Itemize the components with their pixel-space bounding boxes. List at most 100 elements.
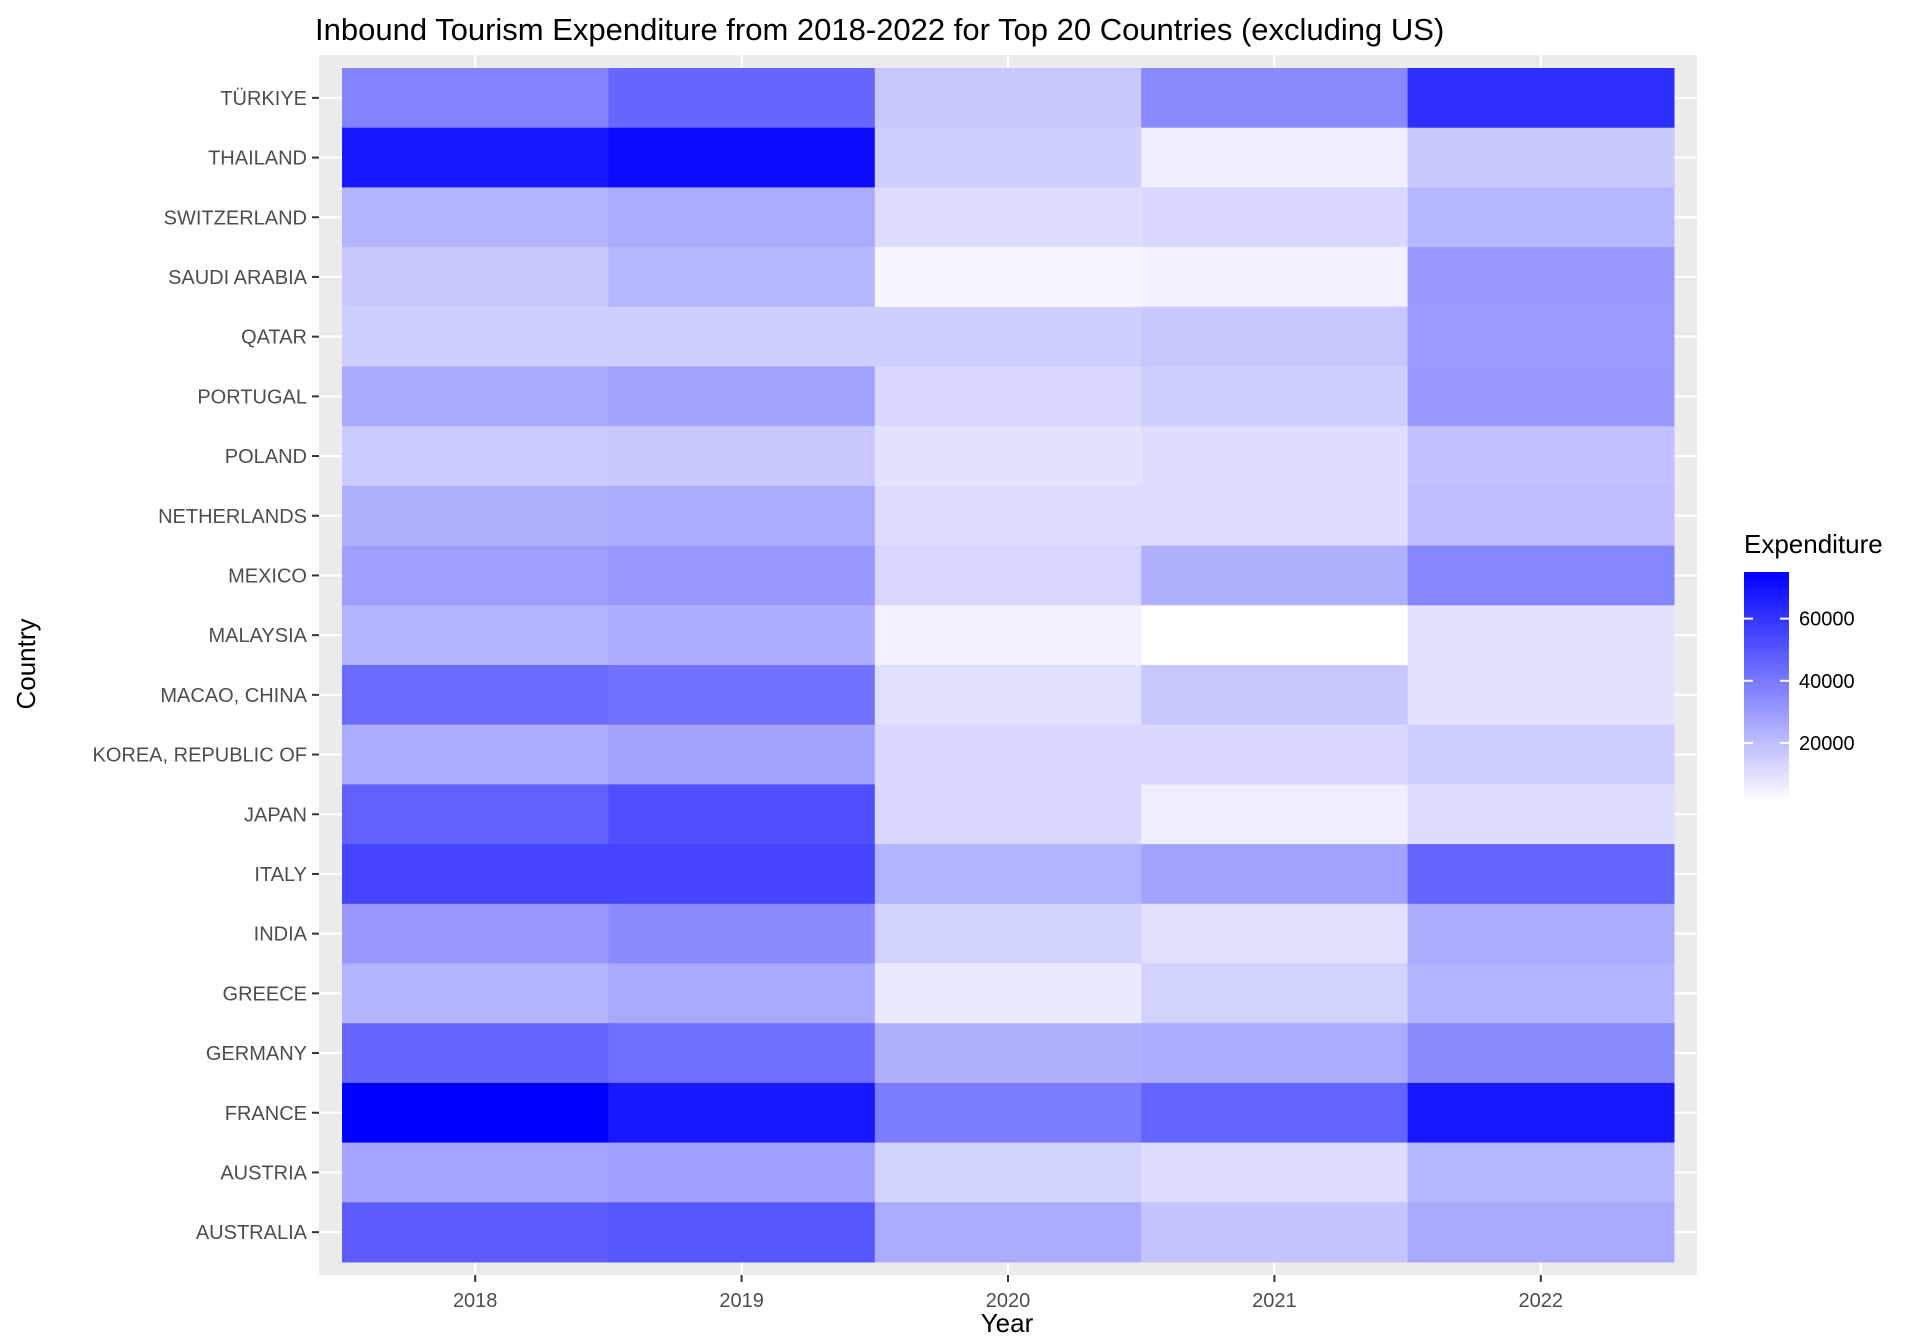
- heatmap-cells: [342, 68, 1675, 1263]
- heatmap-cell: [608, 306, 876, 367]
- x-tick-label: 2020: [986, 1290, 1031, 1312]
- heatmap-cell: [1407, 426, 1675, 487]
- heatmap-cell: [1407, 545, 1675, 606]
- heatmap-cell: [342, 844, 609, 905]
- heatmap-cell: [608, 844, 876, 905]
- heatmap-cell: [1141, 545, 1409, 606]
- heatmap-cell: [1407, 247, 1675, 308]
- heatmap-cell: [874, 963, 1142, 1024]
- heatmap-cell: [874, 1082, 1142, 1144]
- heatmap-cell: [608, 1082, 876, 1144]
- heatmap-cell: [1141, 426, 1409, 487]
- heatmap-cell: [1141, 784, 1409, 845]
- x-tick-label: 2022: [1519, 1290, 1564, 1312]
- heatmap-cell: [342, 724, 609, 785]
- heatmap-cell: [608, 127, 876, 188]
- x-axis-title: Year: [981, 1308, 1034, 1338]
- heatmap-cell: [1141, 127, 1409, 188]
- heatmap-cell: [1141, 187, 1409, 248]
- y-tick-label: QATAR: [241, 327, 307, 349]
- heatmap-cell: [342, 306, 609, 367]
- y-tick-label: SAUDI ARABIA: [168, 267, 308, 289]
- heatmap-cell: [342, 1142, 609, 1203]
- y-tick-label: MACAO, CHINA: [160, 685, 307, 707]
- y-tick-label: MALAYSIA: [208, 625, 307, 647]
- heatmap-cell: [342, 485, 609, 547]
- x-tick-label: 2019: [719, 1290, 764, 1312]
- heatmap-cell: [1141, 68, 1409, 129]
- heatmap-cell: [874, 247, 1142, 308]
- heatmap-cell: [342, 903, 609, 964]
- heatmap-cell: [1407, 127, 1675, 188]
- y-tick-label: NETHERLANDS: [158, 506, 307, 528]
- y-tick-label: SWITZERLAND: [164, 207, 307, 229]
- legend-tick-label: 60000: [1799, 609, 1855, 631]
- heatmap-cell: [342, 1023, 609, 1084]
- heatmap-cell: [342, 127, 609, 188]
- heatmap-cell: [608, 545, 876, 606]
- heatmap-cell: [608, 68, 876, 129]
- heatmap-cell: [608, 665, 876, 726]
- heatmap-cell: [1141, 1142, 1409, 1203]
- heatmap-cell: [874, 605, 1142, 666]
- heatmap-cell: [1407, 1023, 1675, 1084]
- heatmap-cell: [1407, 1082, 1675, 1144]
- heatmap-cell: [608, 247, 876, 308]
- heatmap-cell: [1141, 963, 1409, 1024]
- heatmap-cell: [1141, 1202, 1409, 1263]
- heatmap-cell: [608, 366, 876, 427]
- heatmap-cell: [874, 784, 1142, 845]
- x-tick-label: 2018: [453, 1290, 498, 1312]
- heatmap-cell: [1141, 844, 1409, 905]
- heatmap-cell: [342, 1202, 609, 1263]
- heatmap-cell: [342, 605, 609, 666]
- heatmap-cell: [1407, 844, 1675, 905]
- heatmap-cell: [342, 784, 609, 845]
- heatmap-cell: [874, 724, 1142, 785]
- legend: Expenditure 20000 40000 60000: [1744, 529, 1883, 802]
- heatmap-cell: [1407, 187, 1675, 248]
- y-tick-label: PORTUGAL: [197, 386, 307, 408]
- heatmap-cell: [608, 1142, 876, 1203]
- heatmap-cell: [608, 724, 876, 785]
- heatmap-cell: [342, 963, 609, 1024]
- heatmap-cell: [874, 1142, 1142, 1203]
- heatmap-cell: [608, 485, 876, 547]
- heatmap-cell: [1407, 724, 1675, 785]
- heatmap-cell: [1407, 68, 1675, 129]
- heatmap-cell: [608, 426, 876, 487]
- heatmap-cell: [874, 665, 1142, 726]
- heatmap-cell: [1141, 665, 1409, 726]
- heatmap-cell: [608, 903, 876, 964]
- heatmap-cell: [874, 485, 1142, 547]
- heatmap-cell: [342, 366, 609, 427]
- heatmap-cell: [1407, 1142, 1675, 1203]
- heatmap-cell: [1407, 784, 1675, 845]
- heatmap-cell: [608, 187, 876, 248]
- y-tick-label: AUSTRALIA: [196, 1222, 308, 1244]
- heatmap-cell: [608, 784, 876, 845]
- heatmap-cell: [342, 68, 609, 129]
- y-tick-label: GERMANY: [206, 1043, 307, 1065]
- legend-tick-label: 20000: [1799, 733, 1855, 755]
- y-tick-label: TÜRKIYE: [220, 88, 307, 110]
- heatmap-cell: [1407, 963, 1675, 1024]
- heatmap-cell: [342, 545, 609, 606]
- y-tick-label: THAILAND: [208, 148, 307, 170]
- heatmap-cell: [874, 366, 1142, 427]
- heatmap-cell: [1141, 605, 1409, 666]
- heatmap-cell: [342, 187, 609, 248]
- heatmap-cell: [1141, 1023, 1409, 1084]
- y-tick-label: POLAND: [225, 446, 307, 468]
- x-tick-label: 2021: [1252, 1290, 1297, 1312]
- heatmap-cell: [342, 665, 609, 726]
- heatmap-cell: [1407, 665, 1675, 726]
- y-axis-title: Country: [11, 618, 41, 709]
- heatmap-cell: [1407, 1202, 1675, 1263]
- heatmap-cell: [342, 426, 609, 487]
- y-tick-label: GREECE: [223, 983, 307, 1005]
- heatmap-cell: [1141, 306, 1409, 367]
- heatmap-cell: [874, 127, 1142, 188]
- y-tick-label: INDIA: [254, 924, 308, 946]
